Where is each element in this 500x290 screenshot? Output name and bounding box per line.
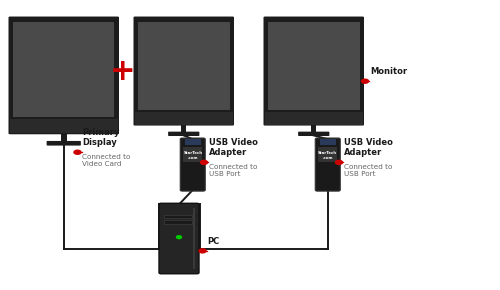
FancyBboxPatch shape <box>316 138 340 191</box>
Text: PC: PC <box>208 237 220 246</box>
Bar <box>164 220 192 224</box>
Bar <box>268 22 360 110</box>
Bar <box>135 112 232 125</box>
Bar <box>320 139 336 145</box>
FancyBboxPatch shape <box>46 141 81 146</box>
Text: Connected to
USB Port: Connected to USB Port <box>209 164 258 177</box>
FancyBboxPatch shape <box>8 17 119 134</box>
Bar <box>311 124 316 132</box>
Bar <box>181 124 186 132</box>
Text: USB Video
Adapter: USB Video Adapter <box>344 138 393 157</box>
Text: StarTech
.com: StarTech .com <box>183 151 202 160</box>
FancyBboxPatch shape <box>264 17 364 126</box>
Bar <box>138 22 230 110</box>
Bar <box>192 208 195 269</box>
Bar <box>164 215 192 218</box>
Text: Monitor: Monitor <box>370 67 407 76</box>
Text: USB Video
Adapter: USB Video Adapter <box>209 138 258 157</box>
Text: +: + <box>110 57 136 86</box>
Bar <box>10 119 118 133</box>
Circle shape <box>200 160 207 164</box>
FancyBboxPatch shape <box>298 132 330 136</box>
Bar <box>318 147 337 162</box>
Circle shape <box>199 249 206 253</box>
FancyBboxPatch shape <box>180 138 206 191</box>
FancyBboxPatch shape <box>168 132 200 136</box>
Circle shape <box>336 160 342 164</box>
Circle shape <box>74 150 81 154</box>
Circle shape <box>362 79 368 83</box>
Bar <box>184 147 202 162</box>
Circle shape <box>176 236 182 239</box>
Bar <box>185 139 200 145</box>
Bar <box>61 133 66 142</box>
Text: Connected to
USB Port: Connected to USB Port <box>344 164 393 177</box>
FancyBboxPatch shape <box>134 17 234 126</box>
Bar <box>13 22 114 117</box>
Bar <box>265 112 362 125</box>
FancyBboxPatch shape <box>159 203 199 274</box>
Text: Primary
Display: Primary Display <box>82 128 120 147</box>
Text: Connected to
Video Card: Connected to Video Card <box>82 154 131 167</box>
Text: StarTech
.com: StarTech .com <box>318 151 337 160</box>
